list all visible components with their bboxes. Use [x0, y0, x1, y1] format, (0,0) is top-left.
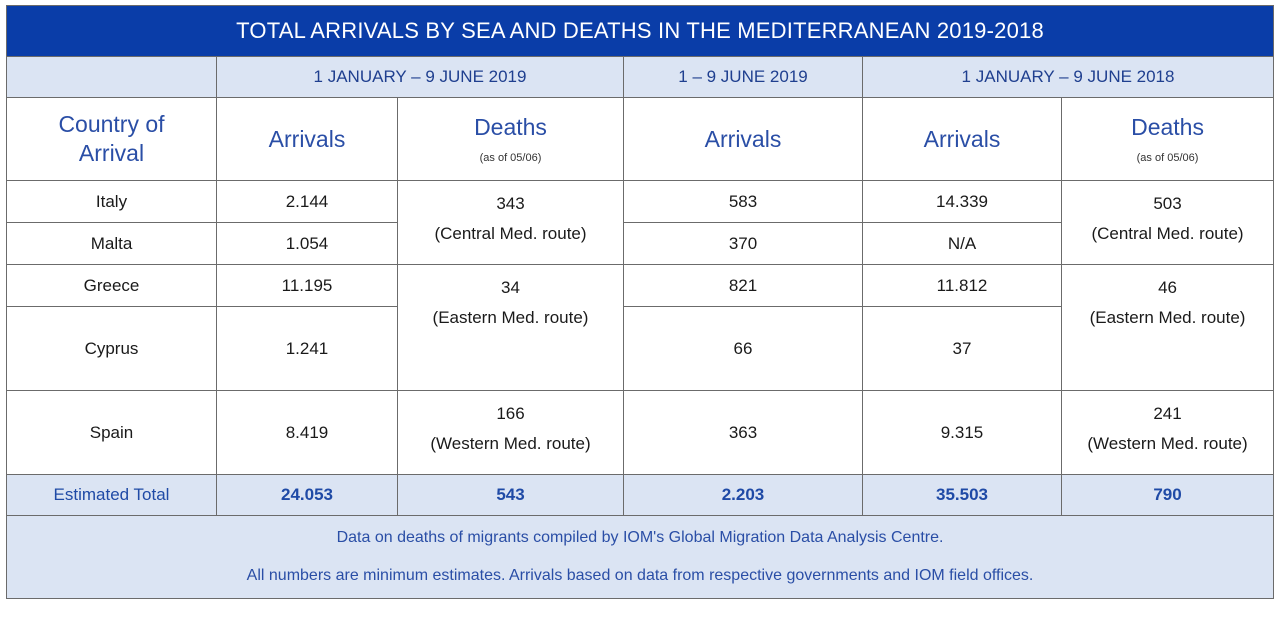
country-column-header: Country of Arrival: [6, 97, 217, 181]
table-row-greece: Greece 11.195 34 (Eastern Med. route) 82…: [6, 264, 1275, 391]
deaths-2019-eastern-cell: 34 (Eastern Med. route): [397, 264, 624, 391]
deaths-2018-central-cell: 503 (Central Med. route): [1060, 180, 1275, 265]
country-cell: Greece: [6, 264, 217, 307]
total-deaths-2018: 790: [1060, 474, 1275, 516]
arrivals-june-2019-cell: 583: [623, 180, 863, 223]
period-header-jun-2019: 1 – 9 JUNE 2019: [623, 56, 863, 98]
total-arrivals-june-2019: 2.203: [623, 474, 863, 516]
arrivals-june-2019-cell: 370: [623, 222, 863, 265]
arrivals-deaths-table: TOTAL ARRIVALS BY SEA AND DEATHS IN THE …: [5, 5, 1275, 599]
deaths-value: 241: [1153, 404, 1182, 423]
arrivals-june-2019-cell: 821: [623, 264, 863, 307]
arrivals-2019-cell: 11.195: [216, 264, 398, 307]
arrivals-2018-cell: N/A: [862, 222, 1062, 265]
deaths-value: 166: [496, 404, 525, 423]
deaths-2019-central-cell: 343 (Central Med. route): [397, 180, 624, 265]
route-label: (Western Med. route): [1087, 433, 1248, 453]
deaths-2019-header-note: (as of 05/06): [479, 151, 542, 164]
table-row-malta: Malta 1.054 370 N/A: [6, 222, 1274, 265]
table-row-cyprus: Cyprus 1.241 66 37: [6, 306, 1274, 391]
arrivals-deaths-table-container: TOTAL ARRIVALS BY SEA AND DEATHS IN THE …: [5, 5, 1275, 599]
arrivals-2018-header: Arrivals: [862, 97, 1062, 181]
arrivals-2018-cell: 11.812: [862, 264, 1062, 307]
arrivals-june-2019-cell: 363: [623, 390, 863, 475]
arrivals-2019-cell: 1.054: [216, 222, 398, 265]
table-row-italy: Italy 2.144 343 (Central Med. route) 583…: [6, 180, 1275, 265]
arrivals-2018-cell: 14.339: [862, 180, 1062, 223]
deaths-value: 46: [1158, 278, 1177, 297]
deaths-2019-western-cell: 166 (Western Med. route): [397, 390, 624, 475]
deaths-value: 343: [496, 194, 525, 213]
period-header-jan-jun-2019: 1 JANUARY – 9 JUNE 2019: [216, 56, 624, 98]
deaths-2018-header-label: Deaths: [1131, 113, 1204, 140]
arrivals-2019-cell: 2.144: [216, 180, 398, 223]
route-label: (Eastern Med. route): [432, 307, 589, 327]
arrivals-2019-cell: 1.241: [216, 306, 398, 391]
route-label: (Central Med. route): [434, 223, 587, 243]
deaths-2019-header: Deaths (as of 05/06): [397, 97, 624, 181]
table-title: TOTAL ARRIVALS BY SEA AND DEATHS IN THE …: [5, 5, 1275, 57]
table-row-spain: Spain 8.419 166 (Western Med. route) 363…: [6, 390, 1275, 475]
arrivals-2018-cell: 9.315: [862, 390, 1062, 475]
deaths-2019-header-label: Deaths: [474, 113, 547, 140]
table-row-total: Estimated Total 24.053 543 2.203 35.503 …: [6, 474, 1275, 516]
total-deaths-2019: 543: [397, 474, 624, 516]
deaths-2018-western-cell: 241 (Western Med. route): [1060, 390, 1275, 475]
deaths-value: 503: [1153, 194, 1182, 213]
country-cell: Italy: [6, 180, 217, 223]
footnote-line-1: Data on deaths of migrants compiled by I…: [336, 528, 944, 546]
arrivals-june-2019-header: Arrivals: [623, 97, 863, 181]
arrivals-2019-cell: 8.419: [216, 390, 398, 475]
deaths-2018-eastern-cell: 46 (Eastern Med. route): [1060, 264, 1275, 391]
total-arrivals-2019: 24.053: [216, 474, 398, 516]
deaths-2018-header-note: (as of 05/06): [1136, 151, 1199, 164]
deaths-value: 34: [501, 278, 520, 297]
table-footnote: Data on deaths of migrants compiled by I…: [5, 515, 1275, 599]
country-cell: Spain: [6, 390, 217, 475]
footnote-line-2: All numbers are minimum estimates. Arriv…: [246, 567, 1034, 584]
total-arrivals-2018: 35.503: [862, 474, 1062, 516]
total-label: Estimated Total: [6, 474, 217, 516]
route-label: (Eastern Med. route): [1089, 307, 1246, 327]
country-cell: Malta: [6, 222, 217, 265]
route-label: (Central Med. route): [1091, 223, 1244, 243]
period-header-jan-jun-2018: 1 JANUARY – 9 JUNE 2018: [861, 56, 1275, 98]
arrivals-2018-cell: 37: [862, 306, 1062, 391]
arrivals-june-2019-cell: 66: [623, 306, 863, 391]
route-label: (Western Med. route): [430, 433, 591, 453]
arrivals-2019-header: Arrivals: [216, 97, 398, 181]
deaths-2018-header: Deaths (as of 05/06): [1060, 97, 1275, 181]
corner-cell: [6, 56, 217, 98]
country-cell: Cyprus: [6, 306, 217, 391]
country-column-header-label: Country of Arrival: [58, 111, 165, 166]
